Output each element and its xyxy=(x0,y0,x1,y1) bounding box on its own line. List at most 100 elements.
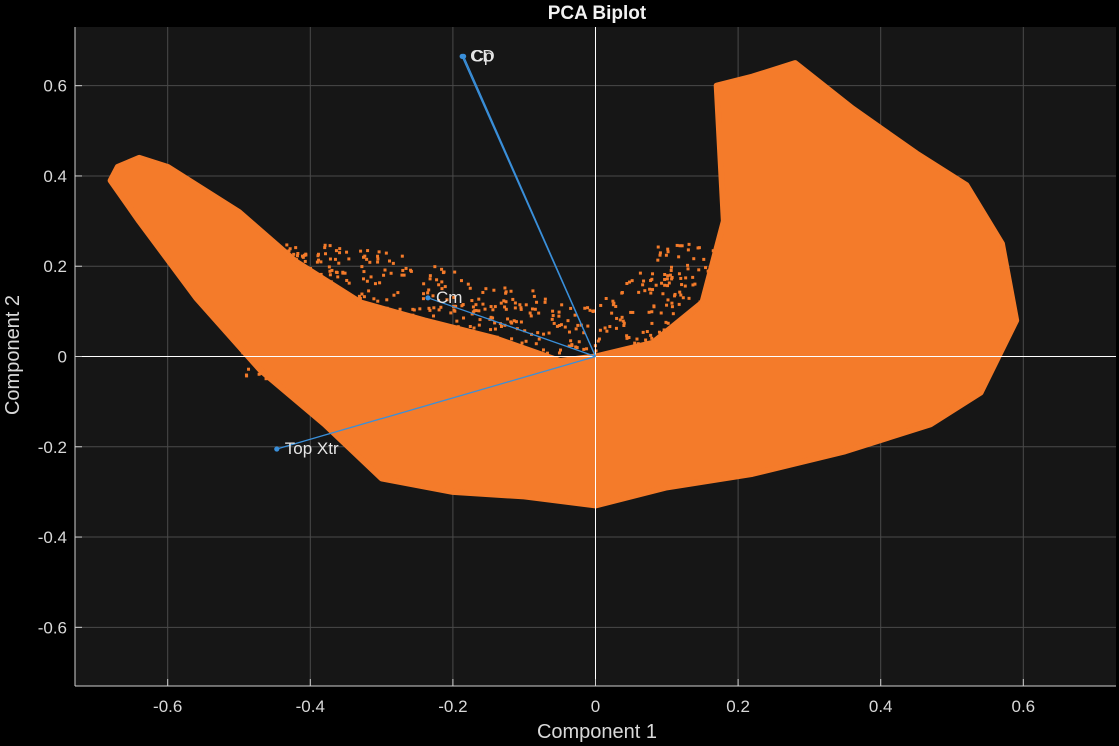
score-point xyxy=(295,254,299,258)
score-point xyxy=(649,291,653,295)
score-point xyxy=(557,351,561,355)
score-point xyxy=(625,334,629,338)
score-point xyxy=(362,277,366,281)
score-point xyxy=(411,307,415,311)
score-point xyxy=(512,319,516,323)
score-point xyxy=(611,299,615,303)
score-point xyxy=(711,249,715,253)
score-point xyxy=(560,303,564,307)
score-point xyxy=(633,341,637,345)
score-point xyxy=(362,295,366,299)
score-point xyxy=(366,249,370,253)
score-point xyxy=(663,277,667,281)
score-point xyxy=(642,279,646,283)
score-point xyxy=(317,258,321,262)
score-point xyxy=(483,307,487,311)
score-point xyxy=(440,267,444,271)
score-point xyxy=(668,273,672,277)
score-point xyxy=(542,332,546,336)
score-point xyxy=(400,254,404,258)
score-point xyxy=(528,311,532,315)
score-point xyxy=(418,307,422,311)
score-point xyxy=(648,287,652,291)
x-tick-label: 0.4 xyxy=(869,697,893,716)
score-point xyxy=(365,257,369,261)
score-point xyxy=(552,321,556,325)
score-point xyxy=(504,300,508,304)
score-point xyxy=(513,301,517,305)
score-point xyxy=(537,311,541,315)
score-point xyxy=(409,269,413,273)
score-point xyxy=(400,273,404,277)
score-point xyxy=(300,254,304,258)
score-point xyxy=(437,283,441,287)
score-point xyxy=(630,279,634,283)
score-point xyxy=(547,331,551,335)
score-point xyxy=(338,247,342,251)
score-point xyxy=(666,284,670,288)
score-point xyxy=(677,302,681,306)
score-point xyxy=(428,274,432,278)
score-point xyxy=(523,329,527,333)
score-point xyxy=(328,269,332,273)
score-point xyxy=(524,303,528,307)
score-point xyxy=(582,347,586,351)
score-point xyxy=(343,271,347,275)
score-point xyxy=(308,266,312,270)
score-point xyxy=(347,281,351,285)
score-point xyxy=(359,249,363,253)
score-point xyxy=(535,300,539,304)
score-point xyxy=(315,260,319,264)
score-point xyxy=(432,306,436,310)
score-point xyxy=(489,315,493,319)
score-point xyxy=(692,257,696,261)
loading-vector-line xyxy=(276,355,596,450)
score-point xyxy=(650,336,654,340)
score-point xyxy=(550,317,554,321)
score-point xyxy=(652,304,656,308)
score-point xyxy=(537,337,541,341)
score-point xyxy=(404,266,408,270)
score-point xyxy=(509,320,513,324)
y-tick-label: 0.2 xyxy=(43,257,67,276)
loading-vector-label: Top Xtr xyxy=(285,439,339,458)
score-point xyxy=(563,325,567,329)
score-point xyxy=(605,329,609,333)
score-point xyxy=(604,297,608,301)
score-point xyxy=(477,297,481,301)
score-point xyxy=(614,304,618,308)
score-point xyxy=(697,246,701,250)
score-point xyxy=(545,351,549,355)
score-point xyxy=(259,371,263,375)
score-point xyxy=(362,255,366,259)
score-point xyxy=(385,306,389,310)
score-point xyxy=(603,326,607,330)
score-point xyxy=(455,319,459,323)
score-point xyxy=(301,263,305,267)
score-point xyxy=(669,268,673,272)
score-point xyxy=(658,251,662,255)
score-point xyxy=(493,305,497,309)
score-point xyxy=(663,272,667,276)
loading-vector-line xyxy=(462,56,597,357)
score-point xyxy=(661,292,665,296)
score-point xyxy=(541,348,545,352)
score-point xyxy=(329,280,333,284)
tick-labels: -0.6 -0.4 -0.2 0 0.2 0.4 0.6 -0.6 -0.4 -0.2 0 0.2 0.… xyxy=(38,77,1035,716)
score-point xyxy=(385,298,389,302)
score-point xyxy=(702,257,706,261)
score-point xyxy=(679,293,683,297)
score-point xyxy=(345,250,349,254)
score-point xyxy=(627,336,631,340)
score-point xyxy=(658,253,662,257)
score-point xyxy=(295,258,299,262)
score-point xyxy=(498,337,502,341)
x-tick-label: 0.2 xyxy=(726,697,750,716)
score-point xyxy=(427,306,431,310)
score-point xyxy=(622,324,626,328)
score-point xyxy=(433,265,437,269)
score-point xyxy=(502,299,506,303)
score-point xyxy=(574,327,578,331)
score-point xyxy=(524,339,528,343)
score-point xyxy=(654,283,658,287)
